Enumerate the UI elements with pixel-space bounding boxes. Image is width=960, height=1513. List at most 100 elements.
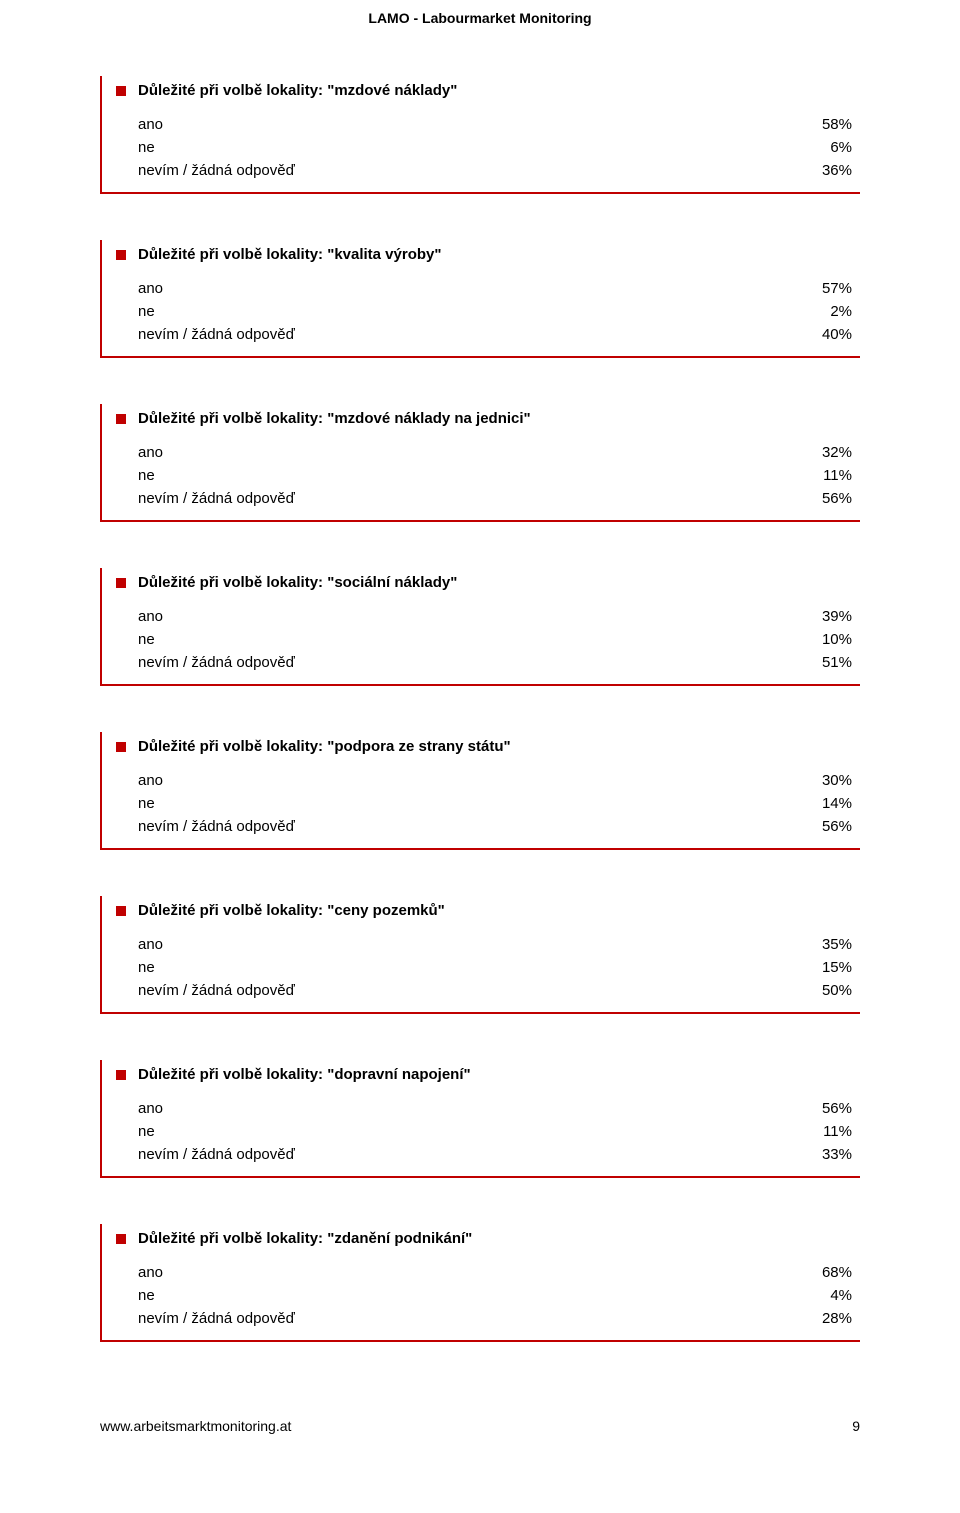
row-value: 14% — [822, 795, 852, 812]
row-value: 30% — [822, 772, 852, 789]
row-label: ano — [138, 280, 163, 297]
section-title: Důležité při volbě lokality: "dopravní n… — [138, 1066, 471, 1083]
square-bullet-icon — [116, 1234, 126, 1244]
data-row: ne 6% — [116, 136, 852, 159]
section-title: Důležité při volbě lokality: "kvalita vý… — [138, 246, 442, 263]
row-label: ano — [138, 444, 163, 461]
square-bullet-icon — [116, 414, 126, 424]
section-title: Důležité při volbě lokality: "podpora ze… — [138, 738, 511, 755]
row-value: 33% — [822, 1146, 852, 1163]
data-row: ne 11% — [116, 1120, 852, 1143]
row-value: 11% — [823, 1123, 852, 1140]
data-row: ano35% — [116, 933, 852, 956]
data-row: ano 32% — [116, 441, 852, 464]
square-bullet-icon — [116, 742, 126, 752]
row-value: 51% — [822, 654, 852, 671]
row-label: ano — [138, 608, 163, 625]
section: Důležité při volbě lokality: "sociální n… — [100, 568, 860, 686]
data-row: nevím / žádná odpověď 28% — [116, 1307, 852, 1330]
section-title-row: Důležité při volbě lokality: "podpora ze… — [116, 738, 852, 755]
row-value: 6% — [830, 139, 852, 156]
section-title-row: Důležité při volbě lokality: "mzdové nák… — [116, 82, 852, 99]
row-value: 32% — [822, 444, 852, 461]
section: Důležité při volbě lokality: "mzdové nák… — [100, 76, 860, 194]
row-label: ne — [138, 303, 155, 320]
section-title-row: Důležité při volbě lokality: "dopravní n… — [116, 1066, 852, 1083]
data-row: ano58% — [116, 113, 852, 136]
data-row: ano 30% — [116, 769, 852, 792]
data-row: nevím / žádná odpověď33% — [116, 1143, 852, 1166]
row-label: ne — [138, 1287, 155, 1304]
data-row: ano 68% — [116, 1261, 852, 1284]
section-title-row: Důležité při volbě lokality: "zdanění po… — [116, 1230, 852, 1247]
page: LAMO - Labourmarket Monitoring Důležité … — [0, 0, 960, 1494]
row-value: 40% — [822, 326, 852, 343]
row-label: nevím / žádná odpověď — [138, 654, 295, 671]
page-header: LAMO - Labourmarket Monitoring — [100, 0, 860, 76]
section: Důležité při volbě lokality: "kvalita vý… — [100, 240, 860, 358]
data-row: nevím / žádná odpověď 56% — [116, 487, 852, 510]
row-label: nevím / žádná odpověď — [138, 1310, 295, 1327]
data-row: ne 11% — [116, 464, 852, 487]
row-label: nevím / žádná odpověď — [138, 818, 295, 835]
row-label: nevím / žádná odpověď — [138, 982, 295, 999]
row-value: 35% — [822, 936, 852, 953]
page-footer: www.arbeitsmarktmonitoring.at 9 — [100, 1388, 860, 1454]
row-value: 50% — [822, 982, 852, 999]
square-bullet-icon — [116, 86, 126, 96]
row-label: ne — [138, 139, 155, 156]
row-value: 11% — [823, 467, 852, 484]
row-value: 28% — [822, 1310, 852, 1327]
data-row: nevím / žádná odpověď36% — [116, 159, 852, 182]
row-value: 15% — [822, 959, 852, 976]
row-label: ne — [138, 795, 155, 812]
row-label: nevím / žádná odpověď — [138, 490, 295, 507]
row-label: ano — [138, 1100, 163, 1117]
data-row: ne 10% — [116, 628, 852, 651]
section-title: Důležité při volbě lokality: "ceny pozem… — [138, 902, 445, 919]
row-label: ne — [138, 467, 155, 484]
section: Důležité při volbě lokality: "zdanění po… — [100, 1224, 860, 1342]
square-bullet-icon — [116, 1070, 126, 1080]
footer-page-number: 9 — [852, 1418, 860, 1434]
section: Důležité při volbě lokality: "ceny pozem… — [100, 896, 860, 1014]
section-title: Důležité při volbě lokality: "mzdové nák… — [138, 82, 457, 99]
row-value: 10% — [822, 631, 852, 648]
row-value: 39% — [822, 608, 852, 625]
data-row: nevím / žádná odpověď 50% — [116, 979, 852, 1002]
row-value: 56% — [822, 818, 852, 835]
row-value: 57% — [822, 280, 852, 297]
section-title-row: Důležité při volbě lokality: "mzdové nák… — [116, 410, 852, 427]
row-label: nevím / žádná odpověď — [138, 326, 295, 343]
section: Důležité při volbě lokality: "mzdové nák… — [100, 404, 860, 522]
footer-url: www.arbeitsmarktmonitoring.at — [100, 1418, 291, 1434]
row-label: ano — [138, 116, 163, 133]
square-bullet-icon — [116, 250, 126, 260]
row-value: 2% — [830, 303, 852, 320]
data-row: ano 56% — [116, 1097, 852, 1120]
row-value: 56% — [822, 490, 852, 507]
row-value: 56% — [822, 1100, 852, 1117]
row-label: ano — [138, 772, 163, 789]
section-title: Důležité při volbě lokality: "sociální n… — [138, 574, 457, 591]
square-bullet-icon — [116, 906, 126, 916]
section-title-row: Důležité při volbě lokality: "ceny pozem… — [116, 902, 852, 919]
section-title: Důležité při volbě lokality: "mzdové nák… — [138, 410, 531, 427]
section-title-row: Důležité při volbě lokality: "kvalita vý… — [116, 246, 852, 263]
data-row: ne 2% — [116, 300, 852, 323]
section: Důležité při volbě lokality: "podpora ze… — [100, 732, 860, 850]
data-row: ne4% — [116, 1284, 852, 1307]
row-label: ne — [138, 959, 155, 976]
data-row: ano 39% — [116, 605, 852, 628]
row-value: 68% — [822, 1264, 852, 1281]
row-label: ne — [138, 1123, 155, 1140]
data-row: nevím / žádná odpověď 56% — [116, 815, 852, 838]
row-label: nevím / žádná odpověď — [138, 162, 295, 179]
section-title-row: Důležité při volbě lokality: "sociální n… — [116, 574, 852, 591]
row-label: ano — [138, 1264, 163, 1281]
square-bullet-icon — [116, 578, 126, 588]
row-label: ne — [138, 631, 155, 648]
data-row: ne 15% — [116, 956, 852, 979]
section-title: Důležité při volbě lokality: "zdanění po… — [138, 1230, 472, 1247]
sections-container: Důležité při volbě lokality: "mzdové nák… — [100, 76, 860, 1342]
